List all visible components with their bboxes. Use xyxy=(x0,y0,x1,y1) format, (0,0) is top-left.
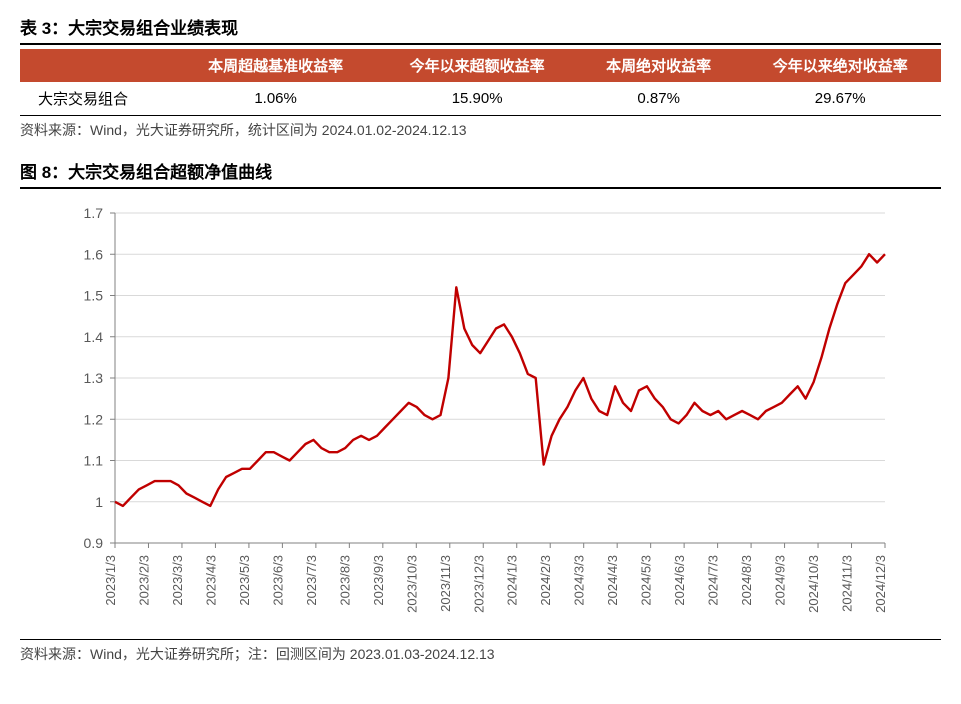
svg-text:1.3: 1.3 xyxy=(84,370,104,386)
svg-text:2024/10/3: 2024/10/3 xyxy=(806,555,821,613)
svg-text:2024/2/3: 2024/2/3 xyxy=(538,555,553,606)
svg-text:2023/7/3: 2023/7/3 xyxy=(304,555,319,606)
svg-text:1.5: 1.5 xyxy=(84,288,104,304)
svg-text:2024/1/3: 2024/1/3 xyxy=(505,555,520,606)
svg-text:2023/12/3: 2023/12/3 xyxy=(471,555,486,613)
table-header-cell: 今年以来绝对收益率 xyxy=(739,49,941,82)
table-source: 资料来源：Wind，光大证券研究所，统计区间为 2024.01.02-2024.… xyxy=(20,120,941,140)
svg-text:2024/11/3: 2024/11/3 xyxy=(840,555,855,612)
svg-text:1.6: 1.6 xyxy=(84,246,104,262)
chart-container: 0.9 1 1.1 1.2 1.3 1.4 1.5 1.6 1.7 2023/1/3 2023/2/… xyxy=(20,199,941,640)
svg-text:1.7: 1.7 xyxy=(84,205,104,221)
table-header-cell xyxy=(20,49,175,82)
table-header-cell: 本周绝对收益率 xyxy=(578,49,740,82)
table-header-cell: 本周超越基准收益率 xyxy=(175,49,377,82)
svg-text:2024/9/3: 2024/9/3 xyxy=(773,555,788,606)
table-title: 表 3：大宗交易组合业绩表现 xyxy=(20,14,941,45)
table-cell: 29.67% xyxy=(739,82,941,116)
svg-text:1: 1 xyxy=(95,494,103,510)
svg-text:1.4: 1.4 xyxy=(84,329,104,345)
svg-text:2023/3/3: 2023/3/3 xyxy=(170,555,185,606)
chart-title: 图 8：大宗交易组合超额净值曲线 xyxy=(20,158,941,189)
svg-text:2024/4/3: 2024/4/3 xyxy=(605,555,620,606)
svg-text:2024/7/3: 2024/7/3 xyxy=(706,555,721,606)
svg-text:2023/10/3: 2023/10/3 xyxy=(404,555,419,613)
table-cell: 15.90% xyxy=(376,82,578,116)
svg-text:2023/1/3: 2023/1/3 xyxy=(103,555,118,606)
svg-text:2024/5/3: 2024/5/3 xyxy=(639,555,654,606)
table-cell: 1.06% xyxy=(175,82,377,116)
table-header-cell: 今年以来超额收益率 xyxy=(376,49,578,82)
svg-text:2023/8/3: 2023/8/3 xyxy=(337,555,352,606)
svg-text:2024/6/3: 2024/6/3 xyxy=(672,555,687,606)
svg-text:2024/8/3: 2024/8/3 xyxy=(739,555,754,606)
svg-text:2023/2/3: 2023/2/3 xyxy=(136,555,151,606)
table-cell: 大宗交易组合 xyxy=(20,82,175,116)
svg-text:2024/3/3: 2024/3/3 xyxy=(572,555,587,606)
svg-text:2024/12/3: 2024/12/3 xyxy=(873,555,888,613)
performance-table: 本周超越基准收益率今年以来超额收益率本周绝对收益率今年以来绝对收益率 大宗交易组… xyxy=(20,49,941,116)
svg-text:1.1: 1.1 xyxy=(84,453,104,469)
line-chart: 0.9 1 1.1 1.2 1.3 1.4 1.5 1.6 1.7 2023/1/3 2023/2/… xyxy=(20,199,915,633)
table-cell: 0.87% xyxy=(578,82,740,116)
svg-text:2023/9/3: 2023/9/3 xyxy=(371,555,386,606)
svg-text:2023/11/3: 2023/11/3 xyxy=(438,555,453,612)
svg-text:0.9: 0.9 xyxy=(84,535,104,551)
svg-text:1.2: 1.2 xyxy=(84,411,104,427)
svg-text:2023/5/3: 2023/5/3 xyxy=(237,555,252,606)
chart-source: 资料来源：Wind，光大证券研究所；注：回测区间为 2023.01.03-202… xyxy=(20,644,941,664)
svg-text:2023/4/3: 2023/4/3 xyxy=(203,555,218,606)
svg-text:2023/6/3: 2023/6/3 xyxy=(270,555,285,606)
table-row: 大宗交易组合1.06%15.90%0.87%29.67% xyxy=(20,82,941,116)
